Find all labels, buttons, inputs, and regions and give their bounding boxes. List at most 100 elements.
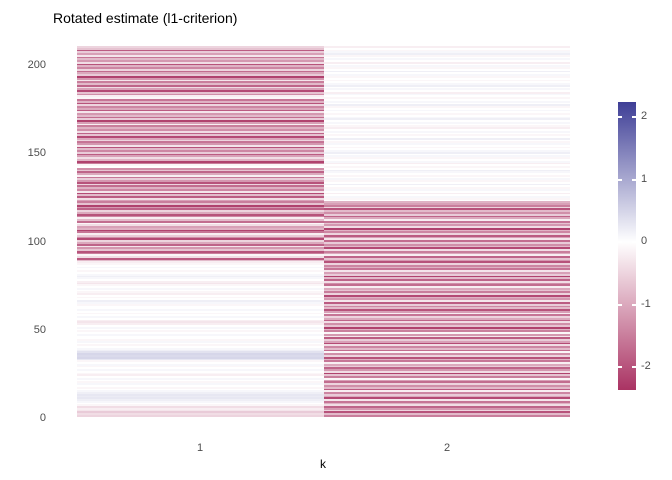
heatmap-tile <box>323 123 570 126</box>
heatmap-tile <box>77 372 324 375</box>
heatmap-tile <box>323 365 570 368</box>
colorbar-label: -1 <box>641 297 651 310</box>
heatmap-tile <box>77 284 324 287</box>
heatmap-tile <box>77 185 324 188</box>
heatmap-tile <box>323 51 570 54</box>
heatmap-tile <box>323 302 570 304</box>
heatmap-tile <box>323 289 570 292</box>
heatmap-tile <box>323 167 570 170</box>
heatmap-tile <box>77 72 324 75</box>
heatmap-tile <box>77 204 324 207</box>
heatmap-tile <box>77 272 324 274</box>
heatmap-tile <box>323 125 570 128</box>
heatmap-tile <box>323 323 570 325</box>
heatmap-tile <box>77 275 324 278</box>
heatmap-tile <box>77 83 324 85</box>
heatmap-tile <box>323 141 570 144</box>
heatmap-tile <box>77 70 324 73</box>
heatmap-tile <box>77 402 324 405</box>
heatmap-tile <box>323 316 570 318</box>
heatmap-tile <box>323 369 570 371</box>
heatmap-tile <box>323 153 570 156</box>
heatmap-tile <box>77 289 324 292</box>
heatmap-tile <box>323 79 570 82</box>
heatmap-tile <box>323 383 570 385</box>
heatmap-tile <box>77 180 324 182</box>
heatmap-tile <box>323 395 570 398</box>
heatmap-tile <box>323 146 570 149</box>
heatmap-tile <box>77 367 324 370</box>
heatmap-tile <box>77 146 324 149</box>
heatmap-tile <box>323 245 570 248</box>
heatmap-tile <box>77 219 324 221</box>
heatmap-tile <box>323 415 570 417</box>
heatmap-tile <box>77 187 324 190</box>
heatmap-tile <box>77 307 324 310</box>
heatmap-tile <box>77 266 324 269</box>
heatmap-tile <box>323 335 570 338</box>
heatmap-tile <box>77 197 324 200</box>
heatmap-tile <box>77 298 324 301</box>
heatmap-tile <box>323 353 570 355</box>
heatmap-tile <box>323 162 570 165</box>
heatmap-tile <box>77 324 324 327</box>
heatmap-tile <box>323 379 570 382</box>
heatmap-tile <box>323 273 570 276</box>
colorbar-tick <box>618 303 622 306</box>
heatmap-tile <box>77 171 324 174</box>
heatmap-tile <box>77 84 324 87</box>
heatmap-tile <box>77 95 324 98</box>
heatmap-tile <box>77 111 324 114</box>
heatmap-tile <box>77 383 324 385</box>
heatmap-tile <box>323 204 570 207</box>
heatmap-tile <box>77 256 324 258</box>
heatmap-tile <box>323 139 570 142</box>
heatmap-column-1 <box>77 46 324 417</box>
heatmap-tile <box>77 121 324 124</box>
heatmap-tile <box>323 229 570 232</box>
heatmap-tile <box>77 400 324 403</box>
heatmap-tile <box>323 370 570 373</box>
heatmap-tile <box>323 339 570 341</box>
heatmap-tile <box>77 211 324 214</box>
heatmap-tile <box>77 169 324 172</box>
heatmap-tile <box>323 56 570 59</box>
colorbar-tick <box>632 241 636 243</box>
heatmap-tile <box>77 353 324 355</box>
heatmap-tile <box>323 95 570 98</box>
heatmap-tile <box>323 65 570 68</box>
heatmap-tile <box>323 206 570 209</box>
heatmap-tile <box>77 362 324 364</box>
heatmap-tile <box>323 376 570 378</box>
heatmap-tile <box>323 319 570 322</box>
heatmap-tile <box>77 390 324 393</box>
heatmap-tile <box>323 321 570 324</box>
heatmap-tile <box>323 303 570 306</box>
heatmap-tile <box>323 217 570 220</box>
heatmap-tile <box>323 337 570 340</box>
heatmap-tile <box>323 76 570 78</box>
heatmap-tile <box>323 294 570 297</box>
heatmap-tile <box>323 275 570 278</box>
heatmap-tile <box>323 130 570 133</box>
heatmap-tile <box>77 151 324 154</box>
heatmap-tile <box>77 273 324 276</box>
heatmap-tile <box>323 196 570 198</box>
heatmap-tile <box>323 90 570 92</box>
heatmap-tile <box>323 132 570 135</box>
heatmap-tile <box>77 201 324 204</box>
heatmap-tile <box>77 143 324 145</box>
heatmap-tile <box>77 203 324 205</box>
heatmap-tile <box>77 317 324 320</box>
heatmap-tile <box>77 109 324 112</box>
colorbar-tick <box>632 178 636 181</box>
heatmap-tile <box>77 395 324 398</box>
heatmap-tile <box>323 77 570 80</box>
heatmap-tile <box>77 346 324 348</box>
heatmap-tile <box>323 347 570 350</box>
heatmap-tile <box>77 54 324 57</box>
heatmap-tile <box>77 365 324 368</box>
heatmap-tile <box>323 189 570 191</box>
heatmap-tile <box>323 413 570 416</box>
heatmap-tile <box>323 377 570 380</box>
